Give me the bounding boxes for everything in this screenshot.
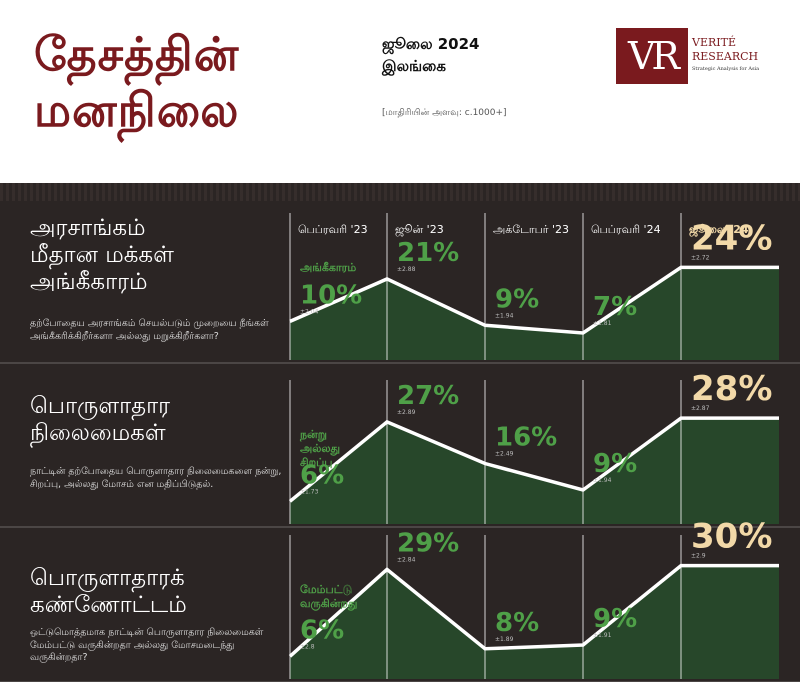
row2-title: பொருளாதார நிலைமைகள்: [30, 393, 170, 447]
row2-title-line2: நிலைமைகள்: [30, 420, 166, 446]
row3-series-label-2: வருகின்றது: [300, 597, 357, 611]
logo-name: VERITÉ RESEARCH: [692, 36, 758, 64]
survey-period: ஜூலை 2024 இலங்கை: [382, 33, 480, 77]
row2-value-1: 6%: [300, 460, 344, 490]
row3-value-5: 30%: [691, 517, 772, 557]
row1-title-line3: அங்கீகாரம்: [30, 269, 148, 295]
row1-title-line1: அரசாங்கம்: [30, 215, 146, 241]
page-title-line1: தேசத்தின்: [34, 27, 240, 81]
row2-value-2: 27%: [397, 381, 459, 411]
row1-value-4: 7%: [593, 292, 637, 322]
row2-area: [290, 418, 779, 524]
row3-trend-line: [288, 563, 779, 658]
sample-size: [மாதிரியின் அளவு: c.1000+]: [382, 108, 507, 118]
row2-series-label-1: நன்று: [299, 428, 327, 442]
period-date: ஜூலை 2024: [382, 35, 480, 53]
row2-moe-3: ±2.49: [495, 451, 514, 458]
row3-value-1: 6%: [300, 615, 344, 645]
row1-area: [290, 267, 779, 360]
column-heading-5: ஜூலை' 24: [689, 223, 749, 237]
column-heading-3: அக்டோபர் '23: [493, 223, 569, 236]
row3-series-label-1: மேம்பட்டு: [300, 583, 352, 596]
row1-value-1: 10%: [300, 280, 362, 310]
row1-question: தற்போதைய அரசாங்கம் செயல்படும் முறையை நீங…: [30, 318, 269, 342]
logo-name-line2: RESEARCH: [692, 50, 759, 63]
row3-moe-1: ±2.8: [300, 643, 315, 650]
column-heading-1: பெப்ரவரி '23: [298, 223, 368, 236]
page-title: தேசத்தின் மனநிலை: [34, 26, 239, 138]
row1-moe-5: ±2.72: [691, 254, 710, 261]
row3-value-3: 8%: [495, 608, 539, 638]
row1-series-label-1: அங்கீகாரம்: [300, 261, 356, 274]
row3-title: பொருளாதாரக் கண்ணோட்டம்: [30, 565, 187, 619]
row3-title-line1: பொருளாதாரக்: [30, 565, 185, 591]
row3-value-2: 29%: [397, 528, 459, 558]
logo-mark: VR: [616, 28, 688, 84]
row1-moe-1: ±2.04: [300, 308, 319, 315]
verite-research-logo: VR VERITÉ RESEARCH Strategic Analysis fo…: [616, 28, 776, 84]
column-heading-2: ஜூன் '23: [395, 223, 444, 237]
row1-title-line2: மீதான மக்கள்: [30, 242, 174, 268]
logo-name-line1: VERITÉ: [692, 36, 736, 49]
row1-trend-line: [289, 265, 779, 335]
page-title-line2: மனநிலை: [34, 83, 240, 137]
logo-tagline: Strategic Analysis for Asia: [692, 66, 760, 72]
row2-moe-4: ±1.94: [593, 477, 612, 484]
row3-moe-4: ±1.91: [593, 632, 612, 639]
row2-moe-2: ±2.89: [397, 409, 416, 416]
row2-question: நாட்டின் தற்போதைய பொருளாதார நிலைமைகளை நன…: [30, 466, 282, 490]
row1-value-5: 24%: [691, 218, 772, 258]
row1-moe-3: ±1.94: [495, 312, 514, 319]
row2-trend-line: [288, 416, 779, 503]
row3-value-4: 9%: [593, 604, 637, 634]
row1-value-3: 9%: [495, 284, 539, 314]
row2-value-5: 28%: [691, 369, 772, 409]
period-country: இலங்கை: [382, 57, 446, 75]
row1-moe-2: ±2.88: [397, 266, 416, 273]
row2-moe-1: ±1.73: [300, 488, 319, 495]
row2-value-3: 16%: [495, 423, 557, 453]
row3-title-line2: கண்ணோட்டம்: [30, 592, 187, 618]
row2-title-line1: பொருளாதார: [30, 393, 170, 419]
row2-series-label-2: அல்லது: [300, 442, 340, 456]
row1-moe-4: ±1.81: [593, 320, 612, 327]
row3-area: [290, 565, 779, 679]
row2-moe-5: ±2.87: [691, 405, 710, 412]
header: தேசத்தின் மனநிலை ஜூலை 2024 இலங்கை [மாதிர…: [0, 0, 800, 183]
row1-title: அரசாங்கம் மீதான மக்கள் அங்கீகாரம்: [30, 215, 174, 296]
row3-moe-3: ±1.89: [495, 636, 514, 643]
row2-series-label-3: சிறப்பு: [300, 456, 332, 469]
row3-moe-2: ±2.84: [397, 556, 416, 563]
column-heading-4: பெப்ரவரி '24: [591, 223, 661, 236]
row3-moe-5: ±2.9: [691, 553, 706, 560]
row1-value-2: 21%: [397, 238, 459, 268]
row2-value-4: 9%: [593, 449, 637, 479]
row3-question: ஒட்டுமொத்தமாக நாட்டின் பொருளாதார நிலைமைக…: [30, 627, 264, 663]
